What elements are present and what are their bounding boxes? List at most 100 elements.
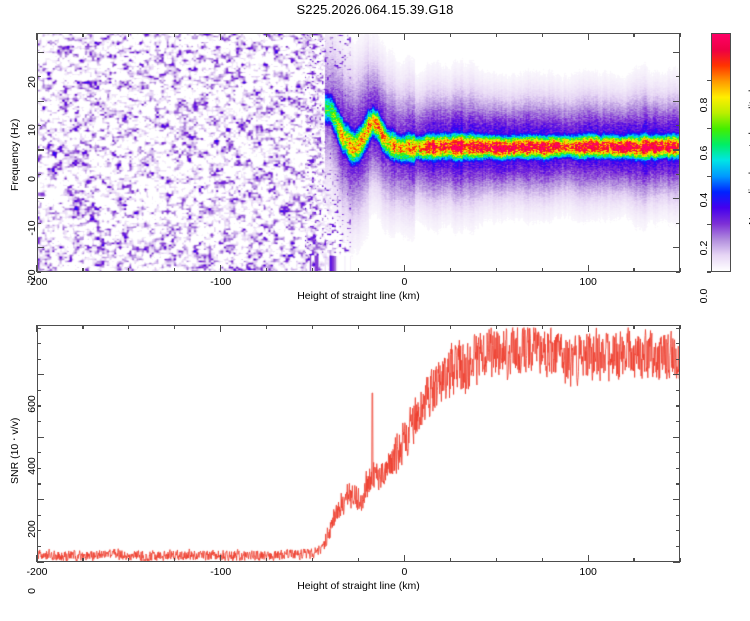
x-tick-mark — [220, 265, 222, 272]
colorbar-tick-mark — [707, 80, 711, 82]
x-tick-mark-top — [128, 325, 130, 329]
x-tick-mark-top — [541, 33, 543, 37]
figure-root: S225.2026.064.15.39.G18 -200 -100 0 100 -20-… — [9, 2, 750, 594]
x-tick-label: 100 — [579, 276, 597, 288]
x-tick-mark — [220, 555, 222, 562]
y-tick-mark — [37, 389, 41, 392]
y-tick-mark-right — [676, 483, 680, 485]
y-tick-mark — [37, 374, 44, 376]
spectrogram-y-axis-label: Frequency (Hz) — [9, 118, 21, 191]
y-tick-mark — [37, 343, 41, 345]
x-tick-mark-top — [679, 325, 681, 329]
y-tick-mark — [37, 222, 41, 224]
y-tick-mark-right — [673, 561, 680, 563]
y-tick-mark-right — [676, 514, 680, 516]
x-tick-mark-top — [311, 325, 314, 329]
x-tick-mark-top — [449, 325, 451, 329]
y-tick-mark — [37, 271, 41, 273]
x-tick-mark — [679, 268, 681, 272]
colorbar-tick-label: 0.4 — [698, 193, 710, 208]
x-tick-mark-top — [357, 33, 360, 37]
y-tick-mark-right — [673, 149, 680, 151]
x-tick-mark — [357, 268, 360, 272]
x-tick-mark — [633, 558, 635, 562]
y-tick-mark-right — [676, 545, 680, 547]
x-tick-mark-top — [128, 33, 130, 37]
x-tick-mark — [495, 558, 497, 562]
x-tick-mark-top — [220, 33, 222, 40]
colorbar-tick-mark — [707, 175, 711, 177]
x-tick-mark — [174, 558, 176, 562]
x-tick-mark-top — [403, 33, 406, 40]
x-tick-mark — [587, 555, 589, 562]
y-tick-mark — [37, 149, 44, 151]
snr-panel — [37, 325, 680, 562]
x-tick-mark-top — [311, 33, 314, 37]
colorbar-tick-mark — [707, 271, 711, 273]
x-tick-label: 100 — [579, 566, 597, 578]
x-tick-mark — [403, 555, 406, 562]
x-tick-label: -100 — [210, 276, 232, 288]
spectrogram-plot-area — [38, 34, 679, 271]
y-tick-mark — [37, 530, 41, 532]
y-tick-mark — [37, 76, 41, 78]
x-tick-mark — [128, 268, 130, 272]
colorbar-tick-label: 0.6 — [698, 145, 710, 160]
y-tick-mark-right — [676, 343, 680, 345]
x-tick-mark — [357, 558, 360, 562]
x-tick-mark-top — [587, 33, 589, 40]
x-tick-mark-top — [495, 325, 497, 329]
y-tick-mark-right — [673, 499, 680, 501]
x-tick-mark-top — [36, 33, 38, 40]
y-tick-mark — [37, 358, 41, 360]
y-tick-mark — [37, 452, 41, 454]
y-tick-mark-right — [673, 100, 680, 102]
y-tick-label: 600 — [26, 395, 38, 413]
x-tick-mark-top — [633, 33, 635, 37]
y-tick-mark — [37, 51, 44, 54]
y-tick-mark — [37, 545, 41, 547]
y-tick-mark-right — [676, 125, 680, 127]
x-tick-mark — [36, 265, 38, 272]
y-tick-mark — [37, 100, 44, 102]
y-tick-mark-right — [676, 405, 680, 407]
x-tick-mark — [174, 268, 176, 272]
y-tick-mark-right — [673, 198, 680, 200]
x-tick-mark-top — [174, 33, 176, 37]
x-tick-mark — [82, 268, 84, 272]
snr-y-axis-label: SNR (10 ⋅ v/v) — [9, 417, 21, 484]
colorbar-tick-mark — [707, 223, 711, 225]
colorbar-tick-label: 0.2 — [698, 240, 710, 256]
x-tick-mark — [311, 558, 314, 562]
y-tick-mark-right — [676, 271, 680, 273]
x-tick-mark — [449, 558, 451, 562]
x-tick-mark — [587, 265, 589, 272]
y-tick-mark-right — [673, 436, 680, 438]
colorbar-tick-label: 0.0 — [698, 288, 710, 304]
x-tick-mark-top — [266, 325, 268, 329]
x-tick-mark-top — [266, 33, 268, 37]
x-tick-mark-top — [82, 325, 84, 329]
spectrogram-panel — [37, 33, 680, 272]
x-tick-mark-top — [36, 325, 38, 332]
snr-line-series — [38, 326, 679, 561]
x-tick-mark — [633, 268, 635, 272]
y-tick-mark-right — [676, 76, 680, 78]
y-tick-label: 400 — [26, 457, 38, 476]
y-tick-mark — [37, 467, 41, 470]
x-tick-label: 0 — [401, 276, 408, 288]
colorbar-tick-mark — [707, 128, 711, 130]
colorbar-tick-label: 0.8 — [698, 97, 710, 113]
y-tick-mark-right — [676, 389, 680, 392]
y-tick-mark — [37, 247, 44, 249]
x-tick-mark — [266, 268, 268, 272]
x-tick-label: 0 — [401, 566, 408, 578]
x-tick-mark-top — [403, 325, 406, 332]
y-tick-mark — [37, 499, 44, 501]
x-tick-mark-top — [633, 325, 635, 329]
y-tick-mark — [37, 483, 41, 485]
x-tick-mark — [266, 558, 268, 562]
x-tick-mark — [403, 265, 406, 272]
x-tick-mark-top — [220, 325, 222, 332]
colorbar — [711, 33, 731, 272]
